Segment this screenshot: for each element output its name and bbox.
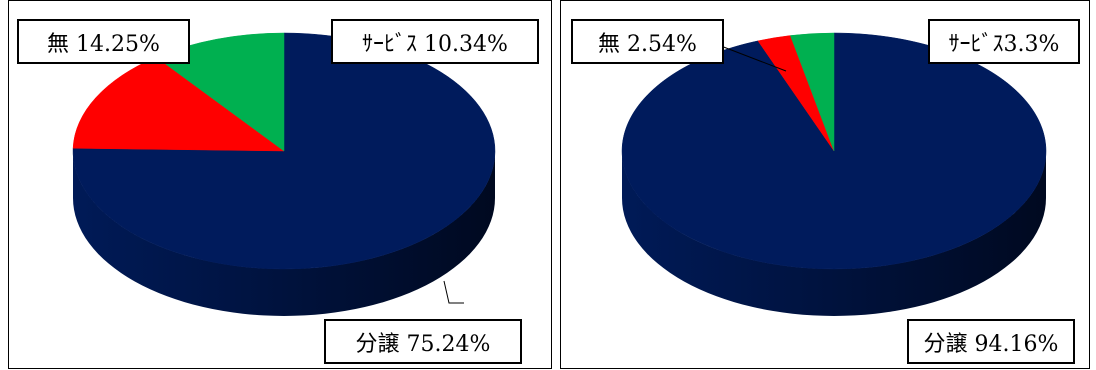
pie-slice-service [790, 32, 835, 152]
leader-line [443, 280, 464, 304]
label-none-left: 無 14.25% [17, 19, 190, 64]
pie-slice-bunjo [621, 32, 1047, 270]
label-bunjo-right: 分譲 94.16% [907, 319, 1075, 364]
pie-chart-panel-left: 無 14.25% ｻｰﾋﾞｽ 10.34% 分譲 75.24% [8, 0, 552, 369]
leader-line [720, 45, 787, 72]
pie-chart-right [621, 32, 1047, 316]
label-service-left: ｻｰﾋﾞｽ 10.34% [331, 19, 539, 64]
pie-side-wall [622, 151, 1046, 316]
label-bunjo-left: 分譲 75.24% [324, 319, 522, 364]
label-none-right: 無 2.54% [571, 19, 724, 64]
pie-chart-panel-right: 無 2.54% ｻｰﾋﾞｽ3.3% 分譲 94.16% [560, 0, 1090, 369]
pie-side-wall [73, 151, 495, 316]
label-service-right: ｻｰﾋﾞｽ3.3% [928, 19, 1080, 64]
